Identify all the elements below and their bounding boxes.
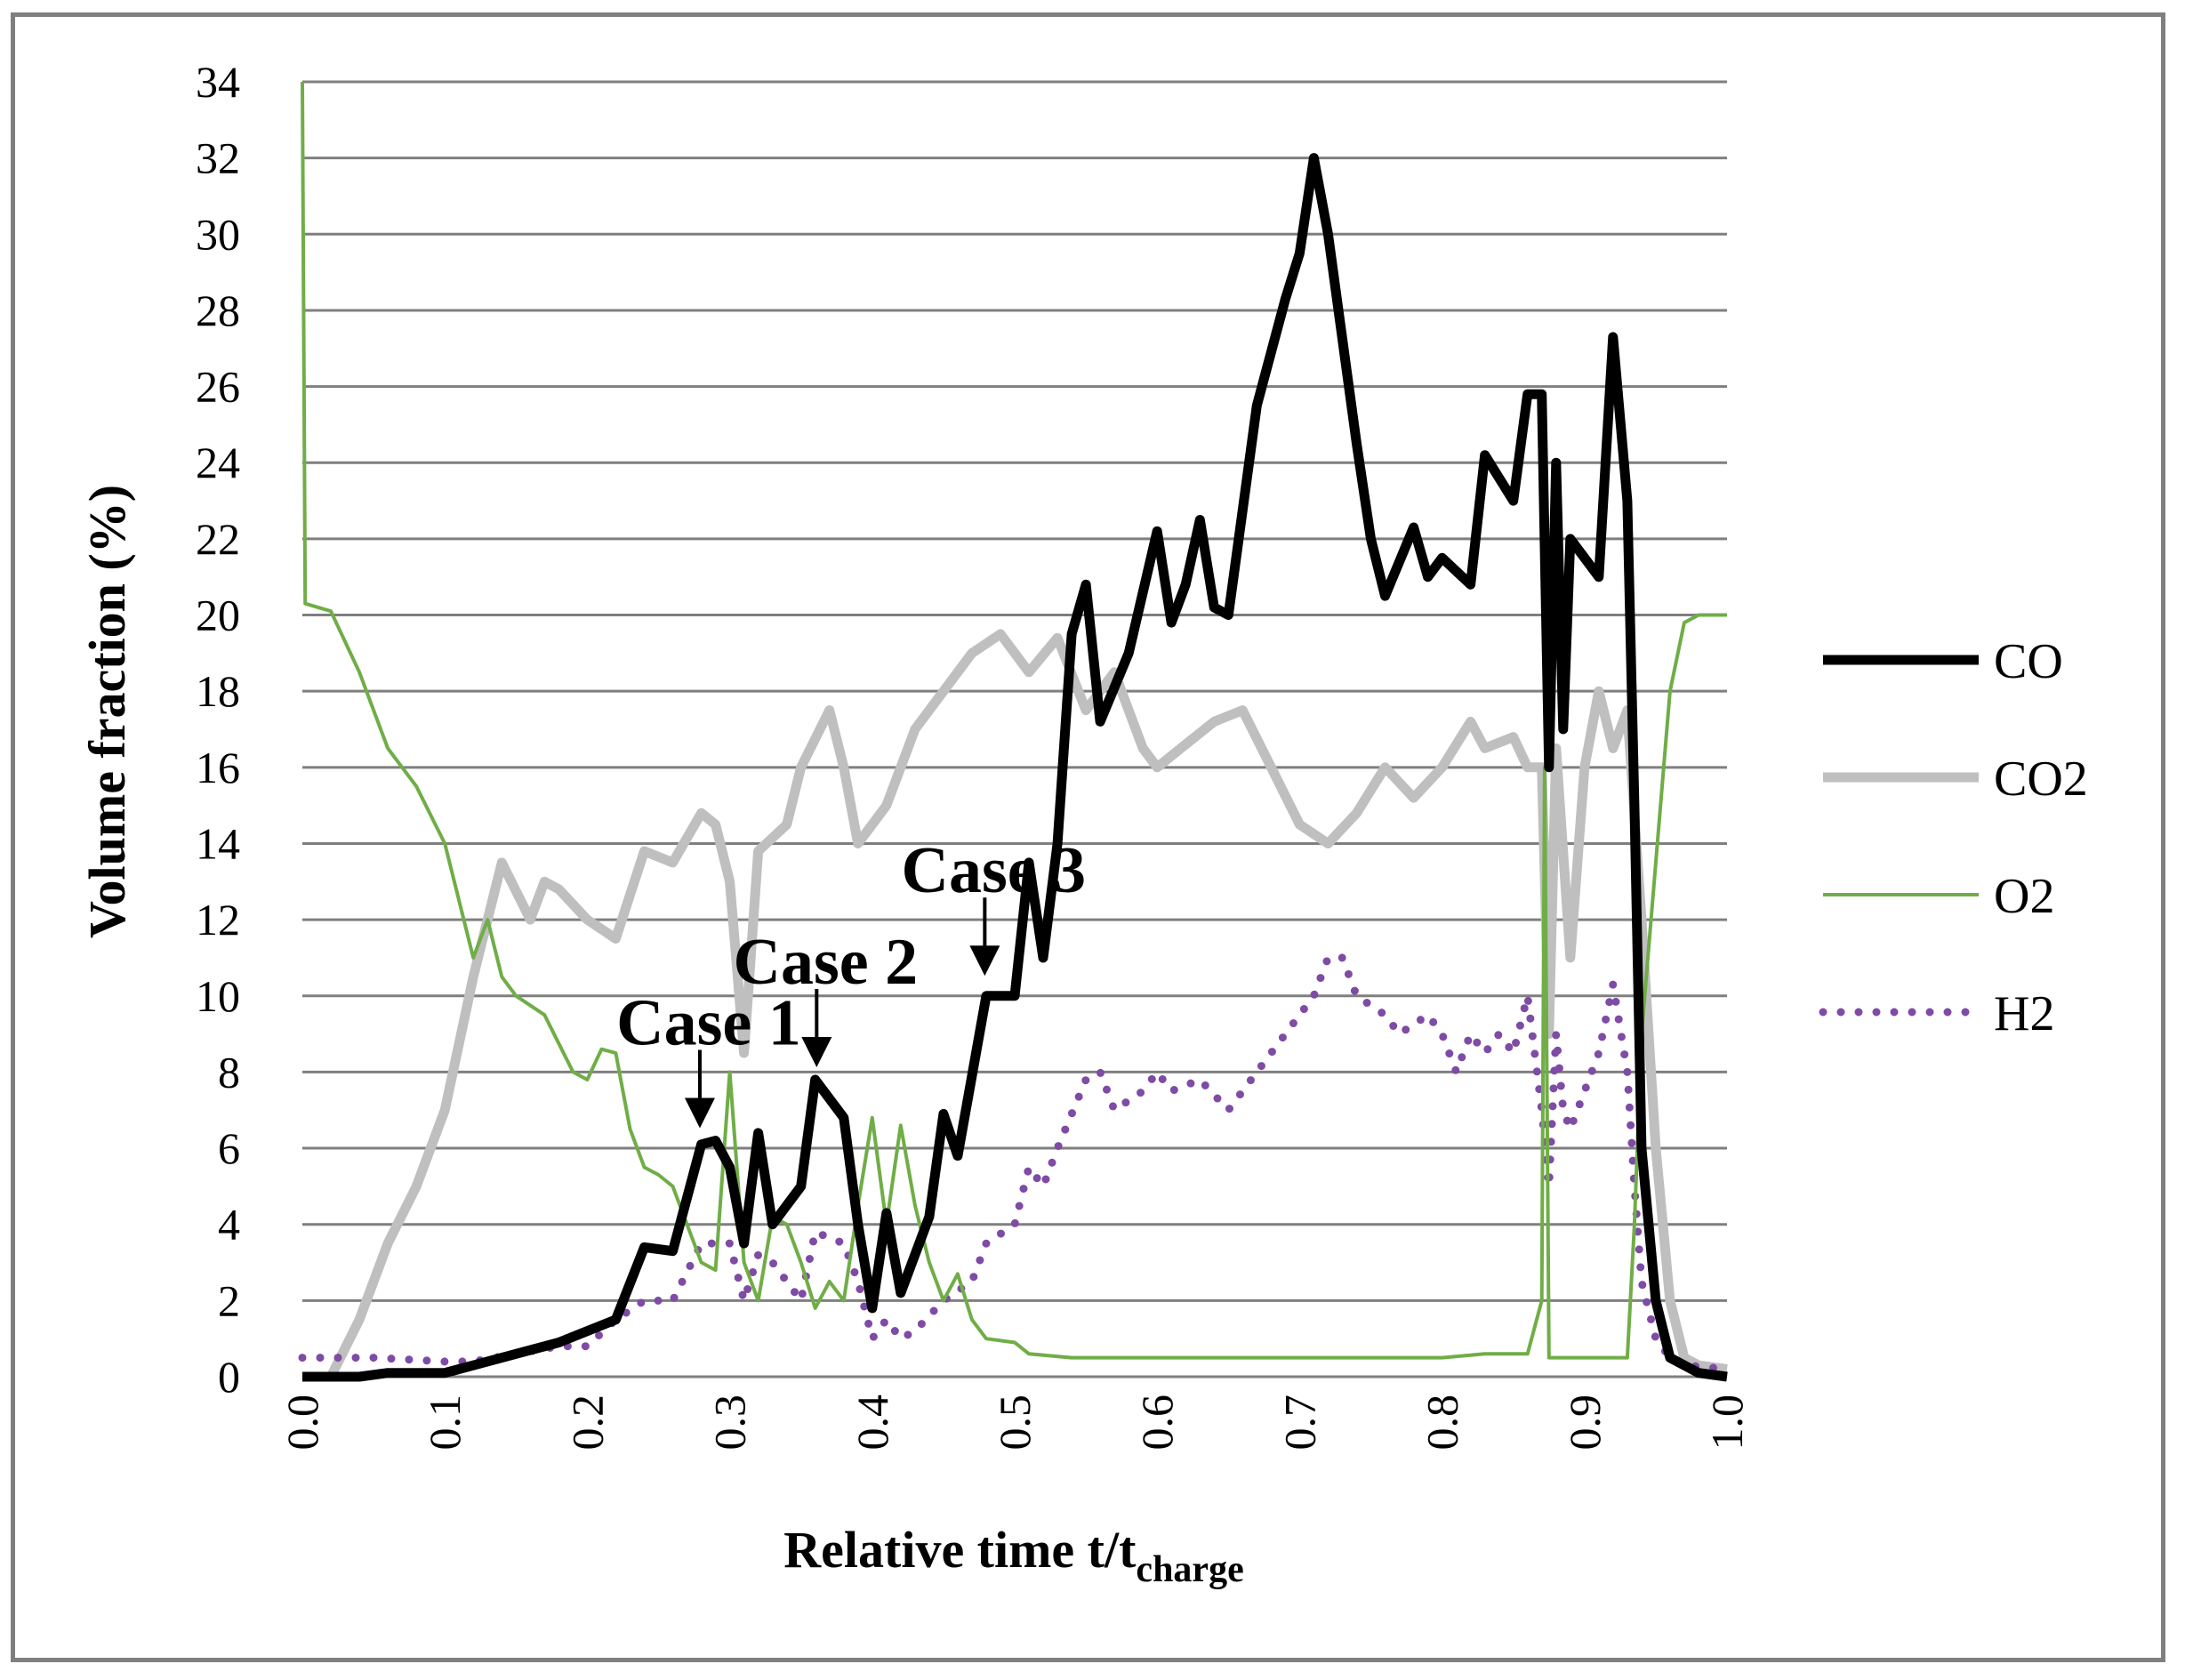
x-tick-label: 0.8: [1418, 1395, 1467, 1451]
x-axis-title: Relative time t/tcharge: [783, 1521, 1243, 1590]
y-tick-label: 32: [196, 133, 240, 183]
x-tick-label: 0.0: [277, 1395, 327, 1451]
x-axis-ticks: 0.0 0.1 0.2 0.3 0.4 0.5 0.6 0.7 0.8 0.9 1.0: [277, 1395, 1752, 1451]
gridlines: [302, 80, 1727, 1379]
y-tick-label: 16: [196, 743, 240, 792]
x-tick-label: 0.4: [847, 1395, 897, 1451]
x-tick-label: 0.5: [990, 1395, 1040, 1451]
y-tick-label: 2: [218, 1275, 240, 1325]
y-tick-label: 0: [218, 1352, 240, 1402]
y-tick-label: 30: [196, 209, 240, 259]
y-tick-label: 4: [218, 1200, 240, 1250]
annotation-arrowhead: [969, 945, 1000, 977]
series-line-co: [302, 153, 1728, 1382]
annotation-label: Case 1: [616, 986, 801, 1059]
y-tick-label: 18: [196, 666, 240, 716]
y-tick-label: 6: [218, 1123, 240, 1173]
legend-label-co2: CO2: [1994, 752, 2088, 807]
x-tick-label: 0.1: [420, 1395, 470, 1451]
y-tick-label: 20: [196, 591, 240, 640]
y-tick-label: 28: [196, 285, 240, 335]
series-line-o2: [301, 81, 1727, 1360]
annotation-arrowhead: [684, 1097, 715, 1129]
x-axis-title-main: Relative time t/t: [783, 1521, 1137, 1579]
legend-label-h2: H2: [1994, 986, 2054, 1041]
y-tick-label: 14: [196, 818, 240, 868]
y-tick-label: 8: [218, 1047, 240, 1097]
x-tick-label: 0.2: [562, 1395, 612, 1451]
x-tick-label: 0.7: [1274, 1395, 1324, 1451]
y-axis-title: Volume fraction (%): [78, 485, 136, 938]
series-line-h2: [298, 953, 1731, 1373]
x-tick-label: 1.0: [1702, 1395, 1752, 1451]
legend-label-o2: O2: [1994, 869, 2054, 924]
legend: CO CO2 O2 H2: [1819, 634, 2088, 1041]
y-tick-label: 24: [196, 438, 240, 487]
legend-label-co: CO: [1994, 634, 2063, 689]
annotation-label: Case 3: [902, 834, 1087, 907]
y-tick-label: 22: [196, 514, 240, 564]
x-tick-label: 0.9: [1560, 1395, 1610, 1451]
annotation-arrowhead: [801, 1036, 832, 1067]
series-lines: [298, 81, 1731, 1382]
y-tick-label: 34: [196, 57, 240, 107]
x-tick-label: 0.3: [705, 1395, 755, 1451]
series-line-co2: [302, 629, 1728, 1382]
annotation-label: Case 2: [734, 926, 919, 999]
y-tick-label: 10: [196, 971, 240, 1021]
x-axis-title-subscript: charge: [1136, 1549, 1243, 1590]
y-tick-label: 12: [196, 895, 240, 944]
y-tick-label: 26: [196, 362, 240, 412]
x-tick-label: 0.6: [1132, 1395, 1182, 1451]
chart-frame: [11, 12, 2165, 1662]
